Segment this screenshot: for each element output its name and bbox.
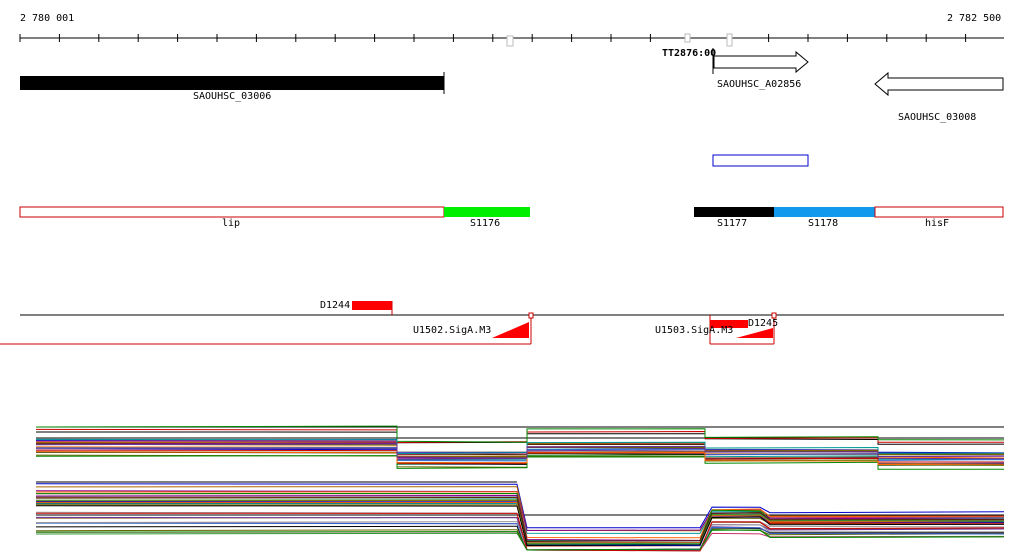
- coord-end-label: 2 782 500: [947, 13, 1002, 24]
- feature-label-d1244: D1244: [320, 300, 351, 311]
- segment-s1177-bar[interactable]: [694, 207, 774, 217]
- profile-trace: [35, 483, 1005, 529]
- gene-track: [20, 48, 1004, 167]
- feature-track: [0, 301, 1004, 345]
- profile-trace: [35, 521, 1005, 552]
- profile-trace: [35, 505, 1005, 547]
- d1244-bar[interactable]: [352, 301, 392, 310]
- blue-outline-feature[interactable]: [712, 154, 809, 167]
- segment-s1178-bar[interactable]: [774, 207, 875, 217]
- profile-trace: [35, 529, 1005, 551]
- profile-trace: [35, 512, 1005, 552]
- segment-s1176-bar[interactable]: [444, 207, 530, 217]
- gene-label-saouhsc-a02856: SAOUHSC_A02856: [717, 79, 802, 90]
- gene-saouhsc-a02856-arrow[interactable]: [713, 50, 809, 74]
- terminator-label[interactable]: TT2876:00: [662, 48, 717, 59]
- profile-trace: [35, 425, 1005, 443]
- gene-saouhsc-03006-bar[interactable]: [20, 76, 444, 90]
- gene-label-saouhsc-03008: SAOUHSC_03008: [898, 112, 977, 123]
- feature-label-u1502: U1502.SigA.M3: [413, 325, 492, 336]
- segment-hisf-bar[interactable]: [874, 206, 1004, 218]
- coord-start-label: 2 780 001: [20, 13, 75, 24]
- feature-label-d1245: D1245: [748, 318, 779, 329]
- segment-label-s1177: S1177: [717, 218, 748, 229]
- segment-lip-bar[interactable]: [19, 206, 445, 218]
- segment-track: [19, 206, 1004, 218]
- expression-panel-lower: [35, 481, 1005, 552]
- feature-label-u1503: U1503.SigA.M3: [655, 325, 734, 336]
- profile-trace: [35, 497, 1004, 543]
- expression-panel-upper: [35, 425, 1005, 470]
- profile-trace: [35, 451, 1005, 466]
- segment-label-hisf: hisF: [925, 218, 950, 229]
- d1245-bar[interactable]: [710, 320, 748, 328]
- terminator-marker[interactable]: [506, 33, 733, 47]
- u1503-triangle[interactable]: [736, 328, 773, 338]
- gene-saouhsc-03008-arrow[interactable]: [874, 71, 1004, 97]
- gene-label-saouhsc-03006: SAOUHSC_03006: [193, 91, 272, 102]
- profile-trace: [35, 443, 1005, 459]
- segment-label-s1178: S1178: [808, 218, 839, 229]
- segment-label-s1176: S1176: [470, 218, 501, 229]
- segment-label-lip: lip: [222, 218, 241, 229]
- u1502-triangle[interactable]: [492, 322, 529, 338]
